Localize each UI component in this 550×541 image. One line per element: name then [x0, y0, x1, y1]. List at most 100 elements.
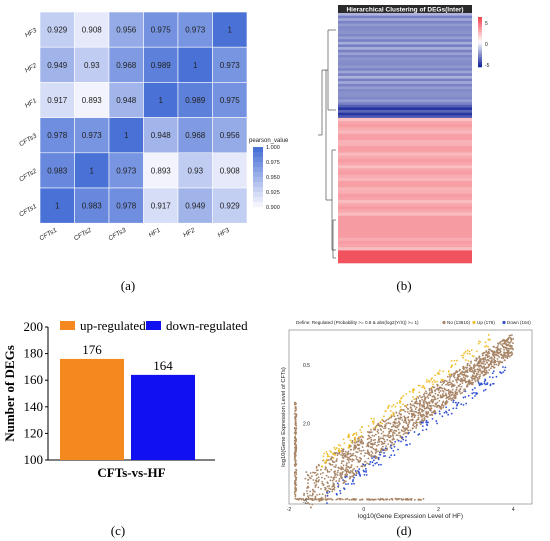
gene-point-no — [424, 397, 426, 399]
legend-swatch — [253, 157, 263, 163]
gene-point-down — [504, 366, 507, 369]
gene-point-no — [408, 421, 411, 424]
gene-point-no — [506, 356, 509, 359]
gene-point-no — [429, 409, 432, 412]
gene-point-no — [395, 411, 398, 414]
gene-point-down — [436, 422, 438, 425]
gene-point-down — [377, 463, 380, 466]
gene-point-no — [428, 407, 431, 410]
gene-point-no — [366, 444, 369, 447]
gene-point-no — [336, 454, 339, 457]
gene-point-no — [384, 427, 387, 429]
gene-point-up — [412, 391, 415, 394]
gene-point-up — [405, 405, 407, 407]
gene-point-no — [430, 400, 433, 403]
gene-point-no — [436, 401, 439, 404]
gene-point-no — [380, 447, 383, 450]
legend-swatch — [253, 187, 263, 193]
gene-point-down — [364, 463, 367, 466]
gene-point-no — [459, 372, 462, 375]
gene-point-no — [394, 425, 396, 428]
gene-point-no — [347, 452, 350, 455]
gene-point-up — [433, 379, 435, 382]
gene-point-no — [511, 347, 513, 350]
gene-point-no — [492, 352, 494, 354]
panel-label-d: (d) — [396, 523, 411, 538]
legend-label: down-regulated — [166, 318, 248, 333]
gene-point-no — [323, 477, 326, 480]
legend-swatch — [60, 321, 75, 330]
gene-point-down — [377, 456, 380, 459]
gene-point-no — [449, 395, 451, 398]
gene-point-no — [361, 498, 364, 501]
gene-point-down — [326, 491, 328, 494]
gene-point-up — [392, 411, 395, 414]
gene-point-up — [324, 462, 327, 465]
gene-point-no — [428, 392, 431, 394]
gene-point-up — [352, 433, 355, 435]
gene-point-up — [430, 386, 433, 389]
gene-point-no — [329, 463, 332, 466]
down-gene-row — [338, 70, 472, 74]
gene-point-no — [294, 416, 296, 419]
gene-point-no — [458, 373, 461, 376]
gene-point-down — [471, 397, 474, 399]
gene-point-up — [360, 426, 363, 429]
up-gene-row — [338, 215, 472, 220]
gene-point-no — [308, 503, 311, 505]
gene-point-no — [468, 379, 471, 382]
gene-point-up — [428, 381, 431, 383]
gene-point-no — [387, 422, 390, 424]
gene-point-no — [415, 423, 418, 426]
gene-point-up — [438, 373, 441, 375]
gene-point-no — [354, 441, 356, 444]
gene-point-no — [433, 405, 436, 408]
gene-point-no — [503, 340, 506, 342]
gene-point-no — [341, 452, 344, 454]
gene-point-up — [411, 389, 414, 392]
gene-point-no — [345, 462, 348, 465]
gene-point-no — [338, 480, 341, 482]
legend-tick: 0 — [485, 42, 488, 48]
gene-point-no — [328, 487, 330, 490]
gene-point-no — [507, 355, 509, 358]
gene-point-no — [406, 424, 409, 427]
gene-point-down — [407, 431, 410, 434]
gene-point-no — [331, 479, 334, 482]
legend-label: up-regulated — [80, 318, 146, 333]
gene-point-no — [297, 498, 300, 501]
gene-point-no — [327, 476, 330, 478]
gene-point-no — [445, 393, 448, 396]
gene-point-no — [343, 479, 346, 482]
legend-swatch — [478, 19, 482, 23]
gene-point-no — [475, 357, 478, 360]
gene-point-no — [417, 498, 420, 501]
heatmap-cell — [143, 152, 179, 189]
gene-point-no — [430, 407, 433, 410]
gene-point-down — [409, 443, 411, 445]
gene-point-no — [341, 472, 343, 475]
gene-point-no — [330, 468, 333, 471]
gene-point-up — [338, 448, 340, 450]
gene-point-no — [370, 431, 373, 434]
gene-point-no — [416, 418, 419, 421]
gene-point-no — [317, 476, 320, 479]
gene-point-no — [345, 456, 347, 458]
gene-point-no — [294, 462, 297, 465]
gene-point-no — [445, 389, 448, 392]
gene-point-no — [415, 427, 418, 429]
gene-point-up — [354, 440, 356, 443]
gene-point-no — [454, 394, 457, 397]
gene-point-up — [383, 415, 385, 418]
gene-point-no — [370, 438, 373, 441]
gene-point-no — [451, 384, 454, 387]
gene-point-no — [294, 471, 297, 474]
gene-point-no — [486, 356, 489, 359]
gene-point-no — [492, 361, 495, 363]
gene-point-no — [303, 494, 305, 497]
gene-point-no — [376, 441, 379, 444]
gene-point-no — [390, 441, 393, 444]
gene-point-no — [385, 422, 388, 425]
gene-point-no — [404, 427, 407, 430]
gene-point-no — [393, 415, 396, 418]
